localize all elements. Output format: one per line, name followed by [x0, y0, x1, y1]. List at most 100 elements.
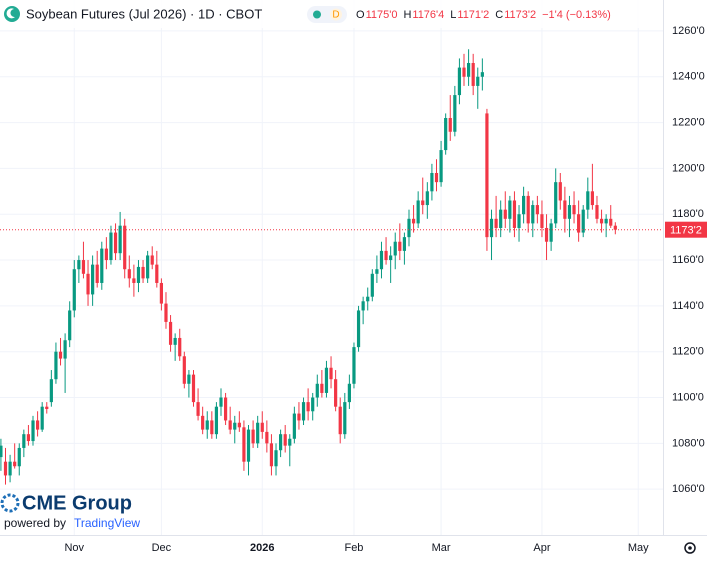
candle-body — [49, 379, 53, 403]
candle-body — [311, 397, 315, 412]
candle-body — [370, 273, 374, 297]
candle-body — [577, 214, 581, 233]
candle-body — [609, 218, 613, 226]
legend-key: C — [495, 9, 503, 21]
candle-body — [260, 422, 264, 432]
candle-body — [531, 205, 535, 224]
candle-body — [324, 367, 329, 393]
x-tick-label: 2026 — [250, 542, 274, 554]
candle-body — [512, 200, 517, 228]
candle-body — [164, 303, 168, 322]
y-tick-label: 1140'0 — [672, 300, 704, 312]
candle-body — [187, 374, 191, 384]
candle-body — [256, 422, 260, 444]
symbol-title[interactable]: Soybean Futures (Jul 2026) · 1D · CBOT — [26, 6, 262, 21]
candle-body — [13, 461, 17, 467]
candle-body — [233, 422, 237, 430]
candle-body — [480, 72, 484, 77]
candle-body — [91, 264, 95, 295]
candle-body — [586, 191, 590, 210]
candle-body — [398, 241, 402, 251]
candle-body — [466, 63, 471, 77]
candle-body — [453, 95, 457, 132]
x-tick-label: Apr — [533, 542, 550, 554]
candle-body — [159, 282, 163, 304]
candle-body — [554, 182, 558, 224]
candle-body — [182, 356, 186, 384]
candle-body — [45, 406, 49, 409]
candle-body — [68, 310, 72, 341]
candle-body — [274, 450, 278, 467]
candle-body — [503, 209, 507, 219]
candle-body — [439, 150, 443, 183]
candle-body — [347, 383, 351, 403]
candle-body — [210, 420, 214, 435]
cme-logo: CME Group — [22, 492, 132, 514]
y-tick-label: 1240'0 — [672, 71, 705, 83]
candle-body — [535, 205, 539, 215]
candle-body — [301, 402, 306, 421]
candle-body — [522, 195, 526, 215]
candle-body — [434, 172, 439, 183]
candle-body — [269, 443, 274, 467]
candle-body — [366, 296, 370, 302]
candle-body — [26, 434, 31, 442]
candle-body — [136, 266, 141, 283]
candle-body — [411, 218, 416, 224]
candle-body — [306, 402, 310, 412]
x-tick-label: May — [628, 542, 649, 554]
candle-body — [320, 383, 324, 393]
candle-body — [205, 420, 209, 430]
candle-body — [127, 269, 131, 279]
symbol-icon-glyph — [6, 8, 15, 19]
powered-by: powered by — [4, 516, 66, 530]
y-tick-label: 1080'0 — [672, 437, 705, 449]
candle-body — [476, 76, 480, 86]
settings-icon[interactable] — [684, 542, 696, 554]
delay-badge: D — [332, 10, 339, 21]
candle-body — [361, 301, 365, 311]
candle-body — [196, 402, 200, 416]
candle-body — [237, 422, 241, 428]
candle-body — [421, 200, 425, 206]
candle-body — [242, 427, 246, 462]
candle-body — [402, 237, 407, 251]
candle-body — [104, 248, 108, 261]
legend-key: H — [403, 9, 411, 21]
candle-body — [173, 337, 177, 345]
candle-body — [393, 241, 397, 256]
candle-body — [3, 461, 8, 476]
candle-body — [356, 310, 361, 348]
last-price-label: 1173'2 — [670, 225, 702, 237]
last-price-tag — [665, 221, 707, 238]
candle-body — [31, 420, 35, 442]
candle-body — [113, 232, 118, 254]
y-tick-label: 1180'0 — [672, 208, 704, 220]
candle-body — [494, 218, 498, 228]
legend-change: −1'4 (−0.13%) — [542, 9, 611, 21]
candle-body — [292, 413, 296, 439]
candle-body — [379, 250, 384, 270]
candle-body — [297, 413, 301, 421]
candle-body — [338, 406, 342, 435]
candle-body — [219, 397, 223, 407]
candle-body — [191, 374, 196, 403]
candle-body — [17, 447, 21, 467]
candle-body — [329, 367, 333, 380]
candle-body — [54, 351, 58, 380]
candle-body — [613, 225, 617, 230]
candle-body — [471, 63, 475, 86]
candle-body — [375, 269, 379, 274]
candle-body — [22, 434, 26, 448]
y-tick-label: 1200'0 — [672, 162, 705, 174]
y-tick-label: 1100'0 — [672, 391, 704, 403]
candle-body — [95, 264, 99, 283]
candle-body — [457, 67, 462, 96]
candle-body — [150, 255, 154, 265]
candle-body — [595, 205, 599, 219]
tradingview-link[interactable]: TradingView — [74, 516, 140, 530]
legend-value: 1175'0 — [366, 9, 398, 21]
y-tick-label: 1060'0 — [672, 483, 705, 495]
